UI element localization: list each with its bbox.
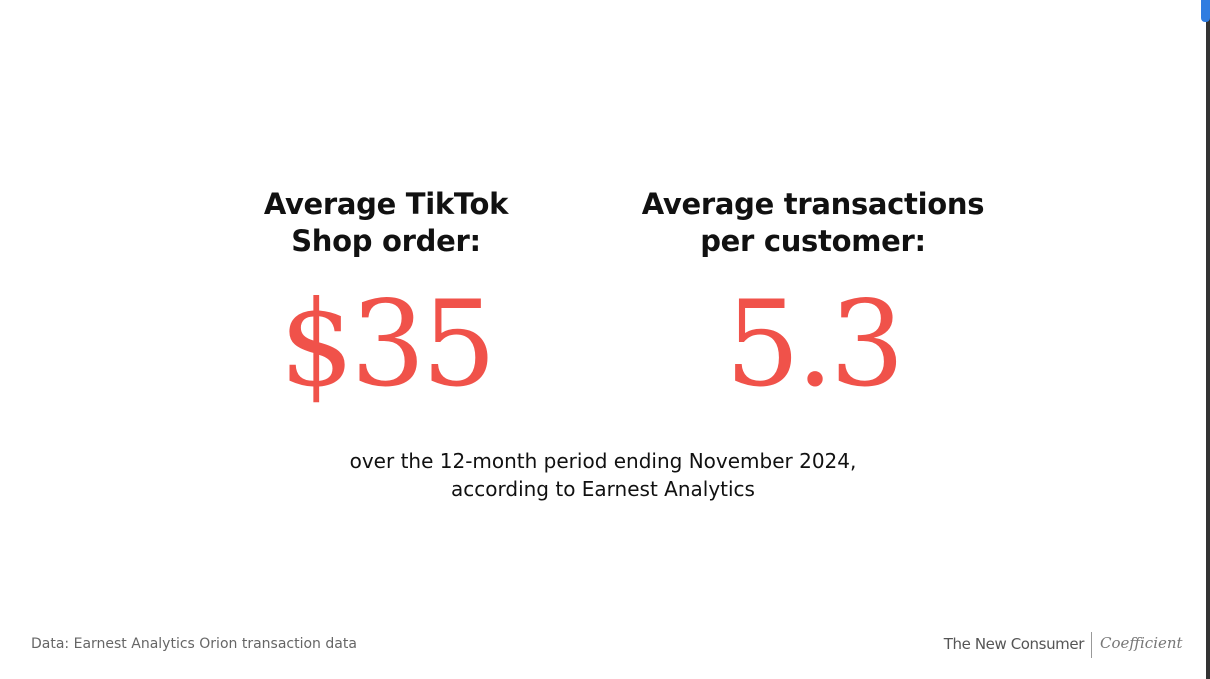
note: over the 12-month period ending November…: [253, 447, 953, 503]
note-line: over the 12-month period ending November…: [349, 449, 857, 473]
stat-value: 5.3: [725, 275, 905, 413]
note-line: according to Earnest Analytics: [451, 477, 755, 501]
stat-label: Average transactions per customer:: [613, 186, 1013, 260]
brand: The New Consumer: [943, 635, 1085, 653]
scroll-thumb[interactable]: [1201, 0, 1210, 22]
divider: [1091, 632, 1092, 658]
window-edge: [1206, 0, 1210, 679]
stat-value: $35: [279, 275, 496, 413]
label-line: Average TikTok: [263, 187, 509, 221]
source: Data: Earnest Analytics Orion transactio…: [31, 636, 357, 652]
partner: Coefficient: [1100, 634, 1183, 652]
stat-label: Average TikTok Shop order:: [186, 186, 586, 260]
label-line: per customer:: [700, 224, 926, 258]
label-line: Shop order:: [291, 224, 481, 258]
label-line: Average transactions: [641, 187, 985, 221]
